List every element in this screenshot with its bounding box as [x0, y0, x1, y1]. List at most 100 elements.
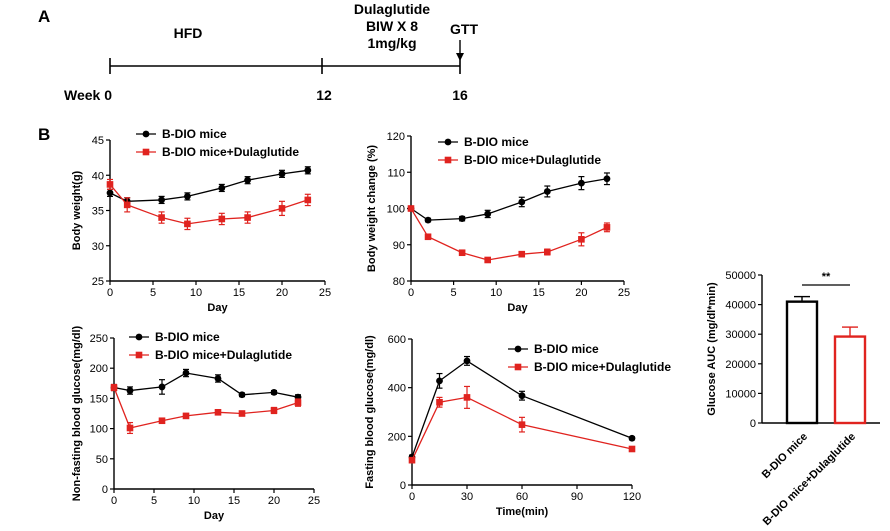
x-tick-label: 25 [308, 495, 320, 507]
timeline-week16-label: 16 [452, 87, 468, 103]
y-tick-label: 10000 [725, 388, 756, 400]
chart-gtt: 0 200 400 600 0 30 60 90 120 Time(min) Fasting blo… [364, 334, 671, 518]
data-point [304, 166, 312, 174]
timeline: HFD Dulaglutide BIW X 8 1mg/kg GTT Week … [64, 1, 478, 103]
chart-body_weight: 25 30 35 40 45 0 5 10 15 20 25 Day Body weight(g) B-D… [71, 127, 331, 314]
chart-nonfasting_glucose: 0 50 100 150 200 250 0 5 10 15 20 25 Day Non-fasting … [71, 325, 320, 522]
y-tick-label: 40 [92, 170, 104, 182]
y-tick-label: 90 [393, 240, 405, 252]
x-tick-label: 90 [571, 491, 583, 503]
data-point [304, 196, 312, 204]
y-axis-label: Body weight change (%) [366, 145, 378, 272]
y-tick-label: 400 [388, 383, 406, 395]
legend-marker [135, 351, 143, 359]
x-tick-label: 60 [516, 491, 528, 503]
y-tick-label: 0 [102, 484, 108, 496]
data-point [603, 175, 611, 183]
panel-label-b: B [38, 125, 50, 144]
legend-marker [135, 333, 143, 341]
data-point [518, 198, 526, 206]
data-point [123, 201, 131, 209]
series-line [411, 360, 633, 458]
legend-label: B-DIO mice+Dulaglutide [162, 145, 299, 159]
data-point [518, 421, 526, 428]
y-tick-label: 150 [90, 393, 108, 405]
series-treated [106, 178, 312, 231]
x-tick-label: 20 [276, 287, 288, 299]
y-tick-label: 250 [90, 333, 108, 345]
data-point [628, 445, 636, 453]
series-control [106, 166, 312, 206]
x-tick-label: 0 [408, 287, 414, 299]
y-tick-label: 40000 [725, 300, 756, 312]
data-point [278, 205, 286, 212]
gtt-arrow-head [456, 53, 464, 61]
data-point [294, 399, 302, 406]
data-point [218, 215, 226, 223]
y-tick-label: 110 [387, 167, 405, 179]
bar [833, 335, 867, 425]
y-axis-label: Non-fasting blood glucose(mg/dl) [71, 325, 83, 501]
data-point [184, 220, 191, 228]
x-tick-label: 10 [188, 495, 200, 507]
x-tick-label: 25 [319, 287, 331, 299]
legend-label: B-DIO mice+Dulaglutide [155, 348, 292, 362]
y-tick-label: 25 [92, 276, 104, 288]
data-point [408, 456, 416, 464]
data-point [238, 391, 246, 399]
x-tick-label: 120 [623, 491, 641, 503]
legend-label: B-DIO mice [162, 127, 227, 141]
y-tick-label: 20000 [725, 359, 756, 371]
x-axis-label: Day [204, 510, 225, 522]
panel-label-a: A [38, 7, 50, 26]
data-point [578, 179, 585, 187]
y-tick-label: 45 [92, 135, 104, 147]
y-tick-label: 50 [96, 454, 108, 466]
y-axis-label: Body weight(g) [71, 170, 83, 250]
data-point [244, 176, 252, 184]
data-point [484, 210, 492, 218]
x-tick-label: 10 [490, 287, 502, 299]
x-tick-label: 0 [107, 287, 113, 299]
x-tick-label: 5 [451, 287, 457, 299]
x-axis-label: Day [207, 302, 228, 314]
legend-marker [142, 130, 150, 138]
legend-marker [444, 138, 452, 146]
data-point [270, 407, 278, 414]
series-line [109, 169, 308, 202]
series-line [410, 208, 608, 261]
data-point [106, 181, 114, 188]
data-point [436, 398, 443, 406]
data-point [628, 434, 636, 442]
data-point [126, 387, 134, 394]
legend-label: B-DIO mice [155, 330, 220, 344]
y-tick-label: 200 [90, 363, 108, 375]
series-line [410, 178, 608, 221]
legend-marker [514, 345, 522, 353]
x-tick-label: 20 [268, 495, 280, 507]
data-point [158, 417, 166, 425]
y-tick-label: 200 [388, 431, 406, 443]
data-point [424, 233, 432, 241]
series-treated [408, 385, 636, 464]
legend-marker [514, 363, 522, 371]
data-point [214, 408, 222, 416]
data-point [458, 215, 466, 223]
x-tick-label: 0 [409, 491, 415, 503]
y-tick-label: 35 [92, 206, 104, 218]
series-control [110, 368, 302, 401]
y-axis-label: Fasting blood glucose(mg/dl) [364, 335, 376, 489]
y-tick-label: 50000 [725, 270, 756, 282]
x-tick-label: 30 [461, 491, 473, 503]
x-axis-label: Time(min) [496, 506, 549, 518]
legend-label: B-DIO mice+Dulaglutide [534, 360, 671, 374]
data-point [184, 193, 191, 200]
data-point [436, 377, 443, 385]
data-point [424, 216, 432, 224]
series-line [113, 387, 299, 429]
data-point [518, 392, 526, 400]
data-point [543, 188, 551, 195]
data-point [158, 196, 166, 204]
data-point [244, 214, 251, 221]
bar [785, 300, 819, 425]
